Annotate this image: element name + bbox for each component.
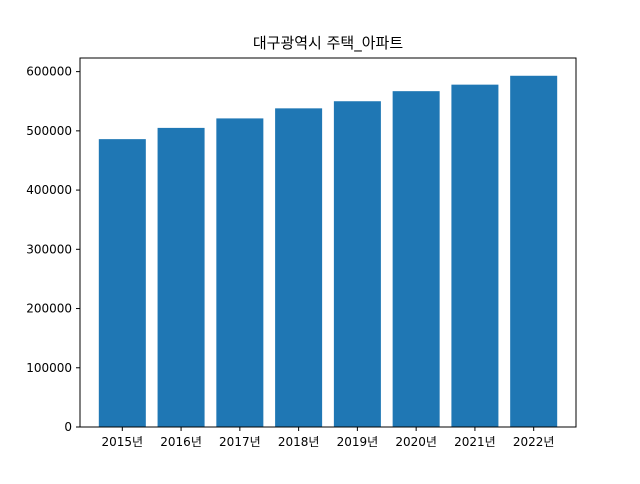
x-tick-label: 2017년 [219, 435, 261, 449]
chart-title: 대구광역시 주택_아파트 [253, 34, 403, 53]
bar-2019년 [333, 101, 381, 428]
bar-2018년 [275, 108, 323, 427]
y-tick-label: 200000 [26, 302, 72, 316]
y-tick-label: 0 [64, 420, 72, 434]
bar-2022년 [510, 75, 558, 428]
x-tick-label: 2018년 [278, 435, 320, 449]
x-tick-label: 2019년 [337, 435, 379, 449]
bar-2020년 [392, 91, 440, 428]
x-tick-label: 2021년 [454, 435, 496, 449]
x-tick-label: 2015년 [102, 435, 144, 449]
bar-2015년 [98, 139, 146, 427]
x-tick-label: 2022년 [513, 435, 555, 449]
y-tick-label: 100000 [26, 361, 72, 375]
bar-2021년 [451, 84, 499, 428]
y-tick-label: 300000 [26, 242, 72, 256]
x-tick-label: 2020년 [395, 435, 437, 449]
y-axis: 0 100000 200000 300000 400000 500000 600000 [26, 65, 80, 434]
bar-2017년 [216, 118, 264, 427]
y-tick-label: 600000 [26, 65, 72, 79]
bars-group [98, 75, 558, 428]
x-tick-label: 2016년 [160, 435, 202, 449]
x-axis: 2015년 2016년 2017년 2018년 2019년 2020년 2021년 2022년 [102, 427, 555, 449]
y-tick-label: 400000 [26, 183, 72, 197]
y-tick-label: 500000 [26, 124, 72, 138]
bar-2016년 [157, 127, 205, 427]
plot-frame [79, 57, 577, 428]
